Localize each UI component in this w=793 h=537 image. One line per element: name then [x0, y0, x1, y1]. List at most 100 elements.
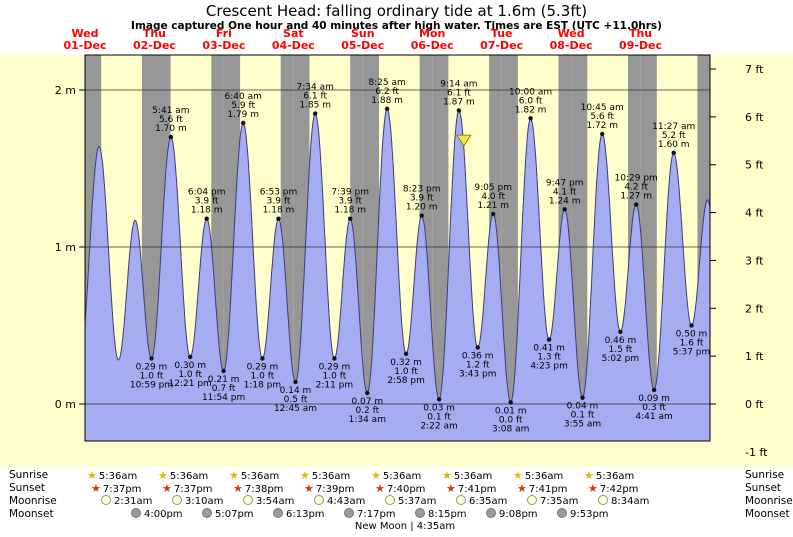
sunset-icon: ★ [162, 482, 172, 495]
tide-annotation-line: 0.21 m [208, 375, 240, 385]
day-date: 03-Dec [202, 39, 245, 52]
day-weekday: Sun [351, 27, 375, 40]
moonrise-icon [527, 495, 537, 505]
sunrise-time: ★ 5:36am [158, 469, 209, 482]
moonset-time: 8:15pm [415, 508, 467, 521]
sunset-icon: ★ [233, 482, 243, 495]
moonrise-icon [314, 495, 324, 505]
sunrise-icon: ★ [87, 469, 97, 482]
tide-annotation-line: 2:22 am [420, 421, 457, 431]
tide-annotation-line: 0.04 m [567, 402, 599, 412]
tide-annotation-line: 0.2 ft [355, 406, 379, 416]
tide-annotation-line: 0.09 m [638, 394, 670, 404]
sunset-time: ★ 7:39pm [304, 482, 355, 495]
y-axis-label-right: 6 ft [745, 111, 764, 124]
sunset-icon: ★ [375, 482, 385, 495]
moonset-icon [486, 508, 496, 518]
astro-row-label-right: Sunrise [745, 469, 785, 481]
tide-annotation-line: 1.18 m [263, 206, 295, 216]
sunset-time: ★ 7:41pm [446, 482, 497, 495]
tide-annotation: 5:41 am5.6 ft1.70 m [152, 106, 190, 140]
moonset-time: 6:13pm [273, 508, 325, 521]
tide-annotation: 0.07 m0.2 ft1:34 am [349, 390, 386, 425]
tide-extreme-dot [491, 211, 496, 217]
tide-annotation-line: 6:40 am [225, 92, 262, 102]
tide-annotation-line: 5:02 pm [602, 354, 640, 364]
sunset-icon: ★ [304, 482, 314, 495]
tide-annotation: 9:47 pm4.1 ft1.24 m [546, 178, 584, 212]
moonrise-time: 3:54am [243, 495, 294, 508]
sunrise-icon: ★ [158, 469, 168, 482]
tide-annotation-line: 11:27 am [652, 122, 695, 132]
tide-annotation-line: 0.7 ft [212, 384, 236, 394]
day-date: 09-Dec [619, 39, 662, 52]
tide-annotation-line: 6.2 ft [375, 87, 399, 97]
tide-annotation-line: 3.9 ft [338, 197, 362, 207]
tide-annotation-line: 5:41 am [152, 106, 189, 116]
tide-extreme-dot [403, 351, 409, 356]
tide-annotation-line: 0.03 m [423, 403, 455, 413]
day-weekday: Tue [491, 27, 513, 40]
moonrise-icon [101, 495, 111, 505]
sunset-time: ★ 7:41pm [517, 482, 568, 495]
new-moon-note: New Moon | 4:35am [354, 521, 456, 532]
y-axis-label-right: 5 ft [745, 159, 764, 172]
tide-annotation-line: 12:45 am [274, 404, 317, 414]
tide-annotation: 0.03 m0.1 ft2:22 am [420, 397, 458, 431]
tide-extreme-dot [348, 216, 353, 221]
day-date: 02-Dec [133, 39, 176, 52]
moonset-time: 9:08pm [486, 508, 538, 521]
sunset-icon: ★ [517, 482, 527, 495]
y-axis-label-left: 2 m [55, 84, 76, 97]
tide-annotation: 0.01 m0.0 ft3:08 am [492, 400, 529, 434]
astro-row-sunrise: Sunrise Sunrise ★ 5:36am ★ 5:36am ★ 5:36am ★ 5:36… [0, 469, 793, 482]
tide-annotation-line: 0.14 m [280, 386, 312, 396]
tide-extreme-dot [634, 202, 639, 207]
moonset-time: 5:07pm [202, 508, 254, 521]
tide-annotation: 0.09 m0.3 ft4:41 am [635, 387, 673, 422]
day-date: 04-Dec [272, 39, 315, 52]
tide-annotation: 6:40 am5.9 ft1.79 m [225, 92, 262, 126]
tide-annotation-line: 1:34 am [349, 415, 386, 425]
astro-row-label-right: Moonset [745, 508, 790, 520]
tide-annotation: 6:53 pm3.9 ft1.18 m [260, 188, 297, 221]
tide-annotation-line: 9:47 pm [546, 178, 584, 188]
tide-annotation-line: 1.60 m [658, 140, 690, 150]
night-band [501, 55, 518, 441]
moonrise-time: 4:43am [314, 495, 365, 508]
moonrise-icon [172, 495, 182, 505]
y-axis-label-right: 4 ft [745, 207, 764, 220]
day-date: 08-Dec [550, 39, 593, 52]
y-axis-label-right: -1 ft [745, 446, 768, 459]
tide-extreme-dot [475, 345, 480, 350]
tide-annotation-line: 0.46 m [605, 336, 637, 346]
tide-annotation-line: 4.1 ft [553, 187, 577, 197]
tide-annotation-line: 2:58 pm [387, 376, 425, 386]
moonrise-icon [456, 495, 466, 505]
tide-annotation-line: 0.07 m [351, 397, 383, 407]
tide-annotation-line: 8:23 pm [403, 185, 441, 195]
tide-extreme-dot [313, 111, 318, 116]
day-date: 07-Dec [480, 39, 523, 52]
tide-annotation-line: 10:29 pm [615, 174, 658, 184]
tide-annotation-line: 4:41 am [635, 412, 672, 422]
tide-annotation-line: 0.36 m [462, 352, 494, 362]
tide-annotation-line: 1.87 m [443, 97, 475, 107]
sunset-icon: ★ [91, 482, 101, 495]
tide-extreme-dot [436, 397, 442, 402]
tide-annotation-line: 5.2 ft [662, 131, 686, 141]
tide-annotation: 7:34 am6.1 ft1.85 m [297, 83, 334, 116]
tide-annotation-line: 0.01 m [495, 406, 527, 416]
sunrise-icon: ★ [371, 469, 381, 482]
sunrise-time: ★ 5:36am [229, 469, 280, 482]
day-date: 05-Dec [341, 39, 384, 52]
tide-annotation-line: 0.30 m [174, 361, 206, 371]
tide-annotation-line: 0.41 m [533, 344, 565, 354]
sunrise-time: ★ 5:36am [442, 469, 493, 482]
tide-extreme-dot [293, 379, 298, 385]
tide-extreme-dot [600, 131, 605, 137]
tide-extreme-dot [365, 390, 370, 396]
